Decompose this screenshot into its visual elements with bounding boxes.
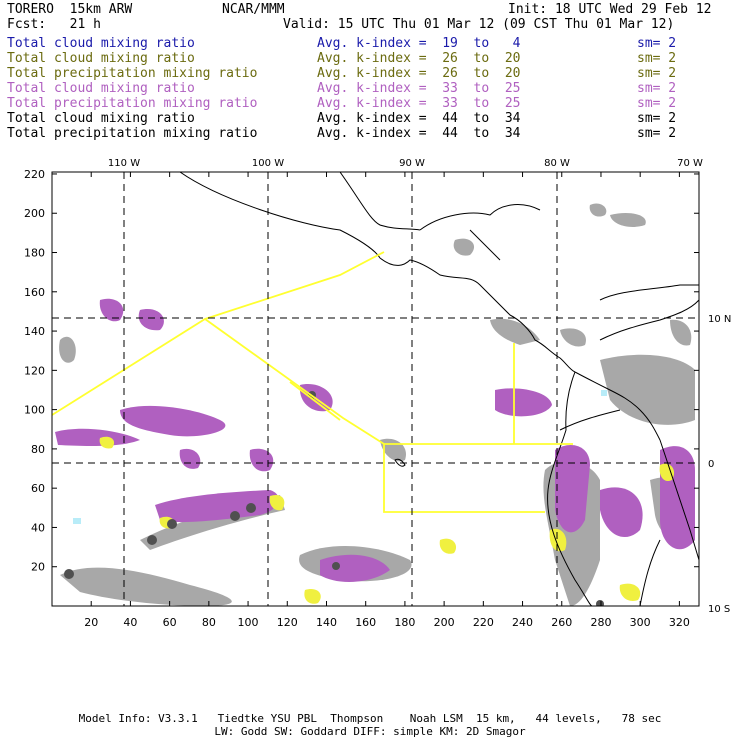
domain-outlines bbox=[51, 251, 573, 513]
longitude-label: 110 W bbox=[108, 158, 140, 169]
legend-kindex: Avg. k-index = 26 to 20 bbox=[317, 51, 521, 66]
model-info-line2: LW: Godd SW: Goddard DIFF: simple KM: 2D… bbox=[214, 725, 526, 738]
legend-field-name: Total cloud mixing ratio bbox=[7, 36, 195, 51]
legend-row: Total precipitation mixing ratio Avg. k-i… bbox=[7, 126, 697, 141]
legend-row: Total cloud mixing ratio Avg. k-index = 2… bbox=[7, 51, 697, 66]
map-plot: 20 40 60 80 100 120 140 160 180 200 220 240 260 280 30… bbox=[24, 158, 731, 629]
x-tick-label: 280 bbox=[590, 616, 611, 629]
legend-field-name: Total precipitation mixing ratio bbox=[7, 96, 258, 111]
legend-kindex: Avg. k-index = 33 to 25 bbox=[317, 81, 521, 96]
y-tick-label: 200 bbox=[24, 207, 45, 220]
legend-kindex: Avg. k-index = 33 to 25 bbox=[317, 96, 521, 111]
map-axes: 20 40 60 80 100 120 140 160 180 200 220 240 260 280 30… bbox=[24, 158, 731, 629]
latitude-label: 10 S bbox=[708, 604, 730, 615]
cloud-fields bbox=[55, 203, 695, 606]
x-tick-label: 20 bbox=[84, 616, 98, 629]
legend-smoothing: sm= 2 bbox=[637, 36, 677, 51]
org-label: NCAR/MMM bbox=[222, 2, 285, 17]
legend-smoothing: sm= 2 bbox=[637, 96, 677, 111]
legend-row: Total precipitation mixing ratio Avg. k-i… bbox=[7, 96, 697, 111]
y-tick-label: 140 bbox=[24, 325, 45, 338]
init-time: Init: 18 UTC Wed 29 Feb 12 bbox=[508, 2, 712, 17]
legend-row: Total cloud mixing ratio Avg. k-index = 1… bbox=[7, 36, 697, 51]
x-tick-label: 220 bbox=[473, 616, 494, 629]
x-tick-label: 80 bbox=[202, 616, 216, 629]
x-tick-label: 40 bbox=[123, 616, 137, 629]
cloud-gray-regions bbox=[59, 203, 695, 606]
y-tick-label: 60 bbox=[31, 482, 45, 495]
legend-field-name: Total cloud mixing ratio bbox=[7, 81, 195, 96]
longitude-label: 90 W bbox=[399, 158, 425, 169]
legend-row: Total precipitation mixing ratio Avg. k-i… bbox=[7, 66, 697, 81]
legend-kindex: Avg. k-index = 44 to 34 bbox=[317, 111, 521, 126]
legend-field-name: Total precipitation mixing ratio bbox=[7, 66, 258, 81]
legend-row: Total cloud mixing ratio Avg. k-index = 4… bbox=[7, 111, 697, 126]
y-tick-label: 80 bbox=[31, 443, 45, 456]
legend-field-name: Total precipitation mixing ratio bbox=[7, 126, 258, 141]
x-tick-label: 100 bbox=[238, 616, 259, 629]
model-info-line1: Model Info: V3.3.1 Tiedtke YSU PBL Thomp… bbox=[78, 712, 662, 725]
x-tick-label: 160 bbox=[355, 616, 376, 629]
legend-kindex: Avg. k-index = 44 to 34 bbox=[317, 126, 521, 141]
y-tick-label: 20 bbox=[31, 561, 45, 574]
x-tick-label: 180 bbox=[394, 616, 415, 629]
x-tick-label: 240 bbox=[512, 616, 533, 629]
legend-smoothing: sm= 2 bbox=[637, 51, 677, 66]
x-tick-label: 300 bbox=[630, 616, 651, 629]
legend-smoothing: sm= 2 bbox=[637, 81, 677, 96]
x-tick-label: 120 bbox=[277, 616, 298, 629]
legend-smoothing: sm= 2 bbox=[637, 111, 677, 126]
valid-time: Valid: 15 UTC Thu 01 Mar 12 (09 CST Thu … bbox=[283, 17, 675, 32]
x-tick-label: 320 bbox=[669, 616, 690, 629]
y-tick-label: 40 bbox=[31, 521, 45, 534]
y-tick-label: 160 bbox=[24, 286, 45, 299]
legend-smoothing: sm= 2 bbox=[637, 66, 677, 81]
longitude-label: 70 W bbox=[677, 158, 703, 169]
legend-field-name: Total cloud mixing ratio bbox=[7, 51, 195, 66]
y-tick-label: 180 bbox=[24, 247, 45, 260]
map-frame bbox=[51, 171, 700, 607]
x-tick-label: 140 bbox=[316, 616, 337, 629]
longitude-label: 80 W bbox=[544, 158, 570, 169]
y-tick-label: 120 bbox=[24, 364, 45, 377]
latitude-label: 0 bbox=[708, 459, 714, 470]
cloud-cyan-specks bbox=[73, 390, 607, 524]
x-tick-label: 200 bbox=[434, 616, 455, 629]
model-title: TORERO 15km ARW bbox=[7, 2, 133, 17]
longitude-label: 100 W bbox=[252, 158, 284, 169]
x-tick-label: 260 bbox=[551, 616, 572, 629]
forecast-hour: Fcst: 21 h bbox=[7, 17, 101, 32]
x-tick-label: 60 bbox=[163, 616, 177, 629]
legend-row: Total cloud mixing ratio Avg. k-index = 3… bbox=[7, 81, 697, 96]
legend-field-name: Total cloud mixing ratio bbox=[7, 111, 195, 126]
cloud-dark-cores bbox=[64, 391, 604, 606]
latitude-label: 10 N bbox=[708, 314, 731, 325]
legend-kindex: Avg. k-index = 26 to 20 bbox=[317, 66, 521, 81]
legend-smoothing: sm= 2 bbox=[637, 126, 677, 141]
legend-kindex: Avg. k-index = 19 to 4 bbox=[317, 36, 521, 51]
coastlines bbox=[179, 172, 699, 606]
lat-lon-grid bbox=[52, 172, 699, 606]
y-tick-label: 220 bbox=[24, 168, 45, 181]
y-tick-label: 100 bbox=[24, 404, 45, 417]
